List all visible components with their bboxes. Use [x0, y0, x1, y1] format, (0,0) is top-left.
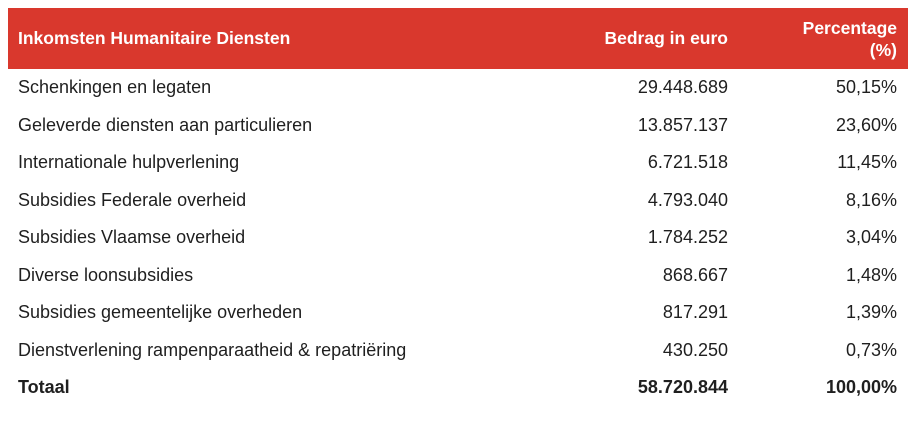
table-row: Schenkingen en legaten 29.448.689 50,15%: [8, 69, 908, 107]
row-percentage: 11,45%: [837, 152, 897, 173]
total-percentage: 100,00%: [825, 377, 897, 398]
row-amount: 868.667: [662, 264, 728, 285]
row-label: Schenkingen en legaten: [18, 77, 212, 98]
table-row: Subsidies Federale overheid 4.793.040 8,…: [8, 181, 908, 219]
row-amount: 4.793.040: [647, 189, 728, 210]
table-row: Diverse loonsubsidies 868.667 1,48%: [8, 256, 908, 294]
row-percentage: 1,39%: [845, 302, 897, 323]
table-row: Subsidies gemeentelijke overheden 817.29…: [8, 294, 908, 332]
row-label: Dienstverlening rampenparaatheid & repat…: [18, 339, 407, 360]
row-label: Diverse loonsubsidies: [18, 264, 194, 285]
row-label: Subsidies Vlaamse overheid: [18, 227, 246, 248]
table-row: Subsidies Vlaamse overheid 1.784.252 3,0…: [8, 219, 908, 257]
row-percentage: 23,60%: [835, 114, 897, 135]
row-amount: 1.784.252: [647, 227, 728, 248]
row-percentage: 3,04%: [845, 227, 897, 248]
total-amount: 58.720.844: [637, 377, 728, 398]
row-percentage: 50,15%: [835, 77, 897, 98]
table-total-row: Totaal 58.720.844 100,00%: [8, 369, 908, 407]
row-percentage: 8,16%: [845, 189, 897, 210]
row-amount: 6.721.518: [647, 152, 728, 173]
header-col-amount: Bedrag in euro: [604, 28, 729, 48]
table-row: Dienstverlening rampenparaatheid & repat…: [8, 331, 908, 369]
header-col-income: Inkomsten Humanitaire Diensten: [18, 28, 291, 48]
header-col-percentage: Percentage (%): [802, 17, 897, 60]
row-percentage: 1,48%: [845, 264, 897, 285]
row-amount: 817.291: [662, 302, 728, 323]
row-amount: 29.448.689: [637, 77, 728, 98]
income-table: Inkomsten Humanitaire Diensten Bedrag in…: [8, 8, 908, 407]
row-percentage: 0,73%: [845, 339, 897, 360]
table-header-row: Inkomsten Humanitaire Diensten Bedrag in…: [8, 8, 908, 69]
row-label: Subsidies Federale overheid: [18, 189, 247, 210]
row-label: Internationale hulpverlening: [18, 152, 240, 173]
table-row: Internationale hulpverlening 6.721.518 1…: [8, 144, 908, 182]
total-label: Totaal: [18, 377, 70, 398]
row-amount: 13.857.137: [637, 114, 728, 135]
table-row: Geleverde diensten aan particulieren 13.…: [8, 106, 908, 144]
row-amount: 430.250: [662, 339, 728, 360]
row-label: Geleverde diensten aan particulieren: [18, 114, 313, 135]
row-label: Subsidies gemeentelijke overheden: [18, 302, 303, 323]
